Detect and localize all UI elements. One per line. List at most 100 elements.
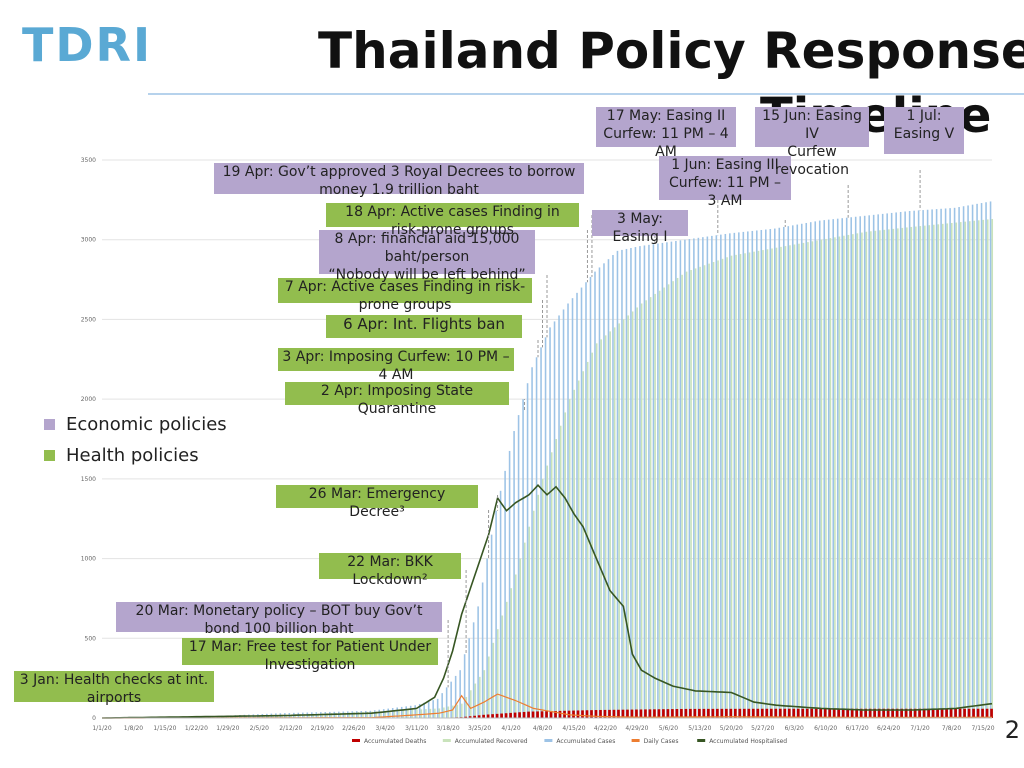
bar-accumulated-deaths bbox=[864, 708, 868, 718]
note-17-may: 17 May: Easing II Curfew: 11 PM – 4 AM bbox=[596, 107, 736, 160]
bar-accumulated-cases bbox=[733, 232, 736, 718]
bar-accumulated-cases bbox=[738, 232, 740, 719]
x-tick-label: 6/3/20 bbox=[785, 725, 804, 732]
bar-accumulated-cases bbox=[630, 248, 632, 718]
bar-accumulated-deaths bbox=[891, 708, 895, 718]
note-22-mar: 22 Mar: BKK Lockdown² bbox=[319, 553, 461, 588]
bar-accumulated-deaths bbox=[796, 708, 800, 718]
bar-accumulated-recovered bbox=[658, 290, 661, 718]
bar-accumulated-cases bbox=[863, 215, 866, 719]
bar-accumulated-cases bbox=[643, 245, 646, 718]
bar-accumulated-cases bbox=[877, 214, 879, 718]
x-tick-label: 1/8/20 bbox=[124, 725, 143, 732]
bar-accumulated-deaths bbox=[837, 708, 841, 718]
tdri-logo: TDRI bbox=[22, 18, 153, 72]
bar-accumulated-deaths bbox=[931, 708, 935, 718]
bar-accumulated-deaths bbox=[518, 712, 521, 718]
bar-accumulated-cases bbox=[594, 271, 596, 718]
bar-accumulated-deaths bbox=[751, 708, 755, 718]
bar-accumulated-cases bbox=[917, 210, 920, 718]
bar-accumulated-deaths bbox=[549, 711, 553, 718]
chart-legend-label: Accumulated Recovered bbox=[455, 738, 528, 745]
bar-accumulated-recovered bbox=[919, 226, 922, 718]
bar-accumulated-recovered bbox=[784, 246, 787, 718]
bar-accumulated-cases bbox=[791, 225, 794, 718]
page-title: Thailand Policy Response bbox=[318, 22, 1024, 80]
bar-accumulated-deaths bbox=[823, 708, 827, 718]
bar-accumulated-recovered bbox=[910, 226, 913, 718]
x-tick-label: 6/24/20 bbox=[877, 725, 900, 732]
bar-accumulated-recovered bbox=[834, 237, 836, 718]
bar-accumulated-cases bbox=[445, 687, 448, 718]
bar-accumulated-recovered bbox=[285, 714, 288, 718]
y-tick-label: 0 bbox=[92, 715, 96, 722]
bar-accumulated-deaths bbox=[783, 708, 787, 718]
bar-accumulated-deaths bbox=[509, 712, 512, 718]
x-tick-label: 1/22/20 bbox=[185, 725, 208, 732]
bar-accumulated-cases bbox=[796, 224, 799, 718]
bar-accumulated-cases bbox=[562, 309, 565, 718]
bar-accumulated-cases bbox=[675, 240, 677, 718]
bar-accumulated-deaths bbox=[707, 708, 710, 718]
bar-accumulated-deaths bbox=[841, 708, 845, 718]
bar-accumulated-cases bbox=[553, 321, 556, 718]
bar-accumulated-deaths bbox=[468, 716, 472, 718]
bar-accumulated-cases bbox=[549, 327, 551, 718]
bar-accumulated-recovered bbox=[532, 510, 535, 718]
x-tick-label: 5/13/20 bbox=[688, 725, 711, 732]
bar-accumulated-deaths bbox=[904, 708, 908, 718]
bar-accumulated-recovered bbox=[488, 656, 490, 718]
bar-accumulated-cases bbox=[922, 210, 924, 718]
note-3-may: 3 May: Easing I bbox=[592, 210, 688, 245]
bar-accumulated-cases bbox=[765, 229, 767, 718]
bar-accumulated-deaths bbox=[612, 709, 616, 718]
bar-accumulated-deaths bbox=[693, 708, 697, 718]
bar-accumulated-recovered bbox=[492, 642, 495, 718]
bar-accumulated-recovered bbox=[793, 244, 796, 719]
bar-accumulated-deaths bbox=[976, 708, 980, 718]
bar-accumulated-deaths bbox=[684, 708, 688, 718]
bar-accumulated-deaths bbox=[886, 708, 890, 718]
chart-legend-swatch bbox=[352, 739, 360, 742]
bar-accumulated-recovered bbox=[717, 260, 719, 718]
bar-accumulated-recovered bbox=[744, 253, 746, 718]
bar-accumulated-cases bbox=[760, 229, 763, 718]
y-tick-label: 500 bbox=[85, 635, 97, 642]
bar-accumulated-deaths bbox=[949, 708, 953, 718]
bar-accumulated-recovered bbox=[739, 254, 742, 718]
x-tick-label: 1/29/20 bbox=[216, 725, 239, 732]
bar-accumulated-deaths bbox=[819, 708, 823, 718]
bar-accumulated-recovered bbox=[398, 710, 400, 718]
bar-accumulated-recovered bbox=[344, 712, 346, 718]
note-1-jun: 1 Jun: Easing III Curfew: 11 PM – 3 AM bbox=[659, 156, 791, 209]
bar-accumulated-recovered bbox=[959, 222, 962, 718]
bar-accumulated-recovered bbox=[353, 712, 355, 718]
bar-accumulated-recovered bbox=[303, 714, 306, 718]
bar-accumulated-deaths bbox=[868, 708, 872, 718]
bar-accumulated-deaths bbox=[477, 715, 481, 718]
bar-accumulated-recovered bbox=[807, 242, 809, 718]
bar-accumulated-deaths bbox=[873, 708, 877, 718]
note-6-apr: 6 Apr: Int. Flights ban bbox=[326, 315, 522, 338]
bar-accumulated-deaths bbox=[662, 709, 665, 718]
bar-accumulated-deaths bbox=[617, 709, 620, 718]
bar-accumulated-cases bbox=[423, 702, 425, 718]
bar-accumulated-cases bbox=[904, 211, 906, 718]
bar-accumulated-recovered bbox=[892, 228, 895, 718]
bar-accumulated-recovered bbox=[865, 231, 868, 718]
bar-accumulated-cases bbox=[913, 210, 915, 718]
bar-accumulated-deaths bbox=[608, 709, 611, 718]
x-tick-label: 3/11/20 bbox=[405, 725, 428, 732]
bar-accumulated-recovered bbox=[258, 715, 261, 718]
bar-accumulated-recovered bbox=[780, 246, 782, 718]
bar-accumulated-recovered bbox=[622, 319, 625, 718]
bar-accumulated-recovered bbox=[375, 711, 378, 718]
bar-accumulated-deaths bbox=[900, 708, 903, 718]
bar-accumulated-recovered bbox=[676, 277, 679, 718]
bar-accumulated-recovered bbox=[348, 712, 351, 718]
bar-accumulated-deaths bbox=[940, 708, 944, 718]
bar-accumulated-cases bbox=[571, 298, 574, 718]
bar-accumulated-deaths bbox=[832, 708, 836, 718]
bar-accumulated-recovered bbox=[290, 714, 292, 718]
bar-accumulated-deaths bbox=[927, 708, 930, 718]
